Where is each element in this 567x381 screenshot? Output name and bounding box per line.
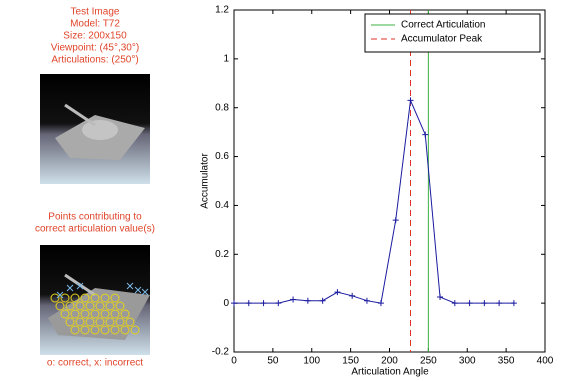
y-tick-label: 1.2 — [215, 5, 229, 16]
x-tick-label: 400 — [537, 356, 554, 367]
y-axis-label: Accumulator — [200, 153, 211, 209]
y-tick-label: 0.8 — [215, 102, 229, 113]
x-tick-label: 100 — [303, 356, 320, 367]
y-tick-label: 0.2 — [215, 249, 229, 260]
canvas: Test Image Model: T72 Size: 200x150 View… — [0, 0, 567, 381]
y-tick-label: 1 — [223, 53, 229, 64]
left-panel: Test Image Model: T72 Size: 200x150 View… — [35, 7, 155, 369]
x-tick-label: 50 — [267, 356, 279, 367]
y-tick-label: 0 — [223, 298, 229, 309]
x-axis-label: Articulation Angle — [351, 367, 429, 378]
caption: Size: 200x150 — [63, 31, 127, 42]
y-tick-label: 0.4 — [215, 200, 229, 211]
plot-frame — [234, 10, 545, 352]
caption: o: correct, x: incorrect — [47, 358, 143, 369]
legend-label: Accumulator Peak — [401, 34, 483, 45]
x-tick-label: 150 — [342, 356, 359, 367]
caption: Model: T72 — [70, 19, 120, 30]
x-tick-label: 350 — [498, 356, 515, 367]
x-tick-label: 300 — [459, 356, 476, 367]
legend-label: Correct Articulation — [401, 20, 485, 31]
x-tick-label: 250 — [420, 356, 437, 367]
x-tick-label: 200 — [381, 356, 398, 367]
y-tick-label: -0.2 — [212, 347, 230, 358]
caption: Viewpoint: (45°,30°) — [51, 43, 139, 54]
figure: Test Image Model: T72 Size: 200x150 View… — [0, 0, 567, 381]
caption: Test Image — [71, 7, 120, 18]
caption: correct articulation value(s) — [35, 224, 155, 235]
caption: Articulations: (250°) — [51, 55, 138, 66]
y-tick-label: 0.6 — [215, 151, 229, 162]
chart: Articulation Angle Accumulator 0 50 100 150… — [200, 5, 554, 378]
caption: Points contributing to — [48, 212, 142, 223]
x-tick-label: 0 — [231, 356, 237, 367]
